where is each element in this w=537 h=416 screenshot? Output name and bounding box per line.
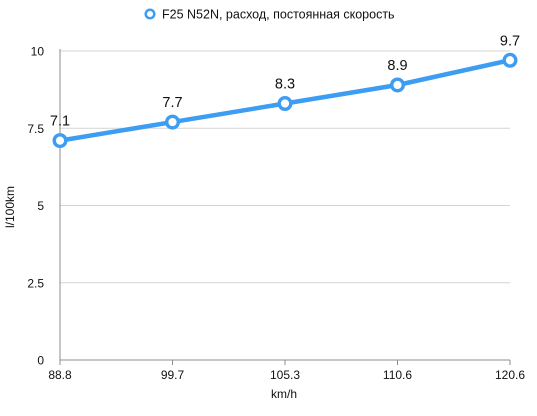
data-label: 8.3: [275, 77, 295, 93]
y-tick-label: 5: [37, 199, 44, 213]
data-point[interactable]: [502, 52, 518, 68]
x-tick-label: 88.8: [48, 368, 72, 382]
x-tick-label: 120.6: [495, 368, 525, 382]
data-point[interactable]: [277, 96, 293, 112]
y-tick-label: 2.5: [27, 276, 44, 290]
series-layer: [52, 52, 518, 149]
x-tick-label: 99.7: [161, 368, 185, 382]
data-label: 7.1: [50, 114, 70, 130]
x-axis-label: km/h: [271, 387, 297, 401]
legend-label: F25 N52N, расход, постоянная скорость: [162, 8, 395, 22]
legend[interactable]: F25 N52N, расход, постоянная скорость: [144, 8, 395, 22]
y-tick-label: 7.5: [27, 122, 44, 136]
y-tick-label: 0: [37, 354, 44, 368]
data-point[interactable]: [390, 77, 406, 93]
data-label: 7.7: [162, 95, 182, 111]
x-axis-ticks: 88.8 99.7 105.3 110.6 120.6: [48, 360, 525, 382]
data-point[interactable]: [164, 114, 180, 130]
x-tick-label: 105.3: [270, 368, 300, 382]
x-tick-label: 110.6: [383, 368, 412, 382]
data-point[interactable]: [52, 133, 68, 149]
y-tick-label: 10: [31, 45, 45, 59]
y-axis-ticks: 0 2.5 5 7.5 10: [27, 45, 44, 368]
data-labels: 7.1 7.7 8.3 8.9 9.7: [50, 33, 520, 129]
data-label: 9.7: [500, 33, 520, 49]
gridlines: [59, 49, 510, 361]
legend-marker-icon: [144, 8, 156, 20]
data-label: 8.9: [387, 58, 407, 74]
y-axis-label: l/100km: [3, 186, 17, 228]
